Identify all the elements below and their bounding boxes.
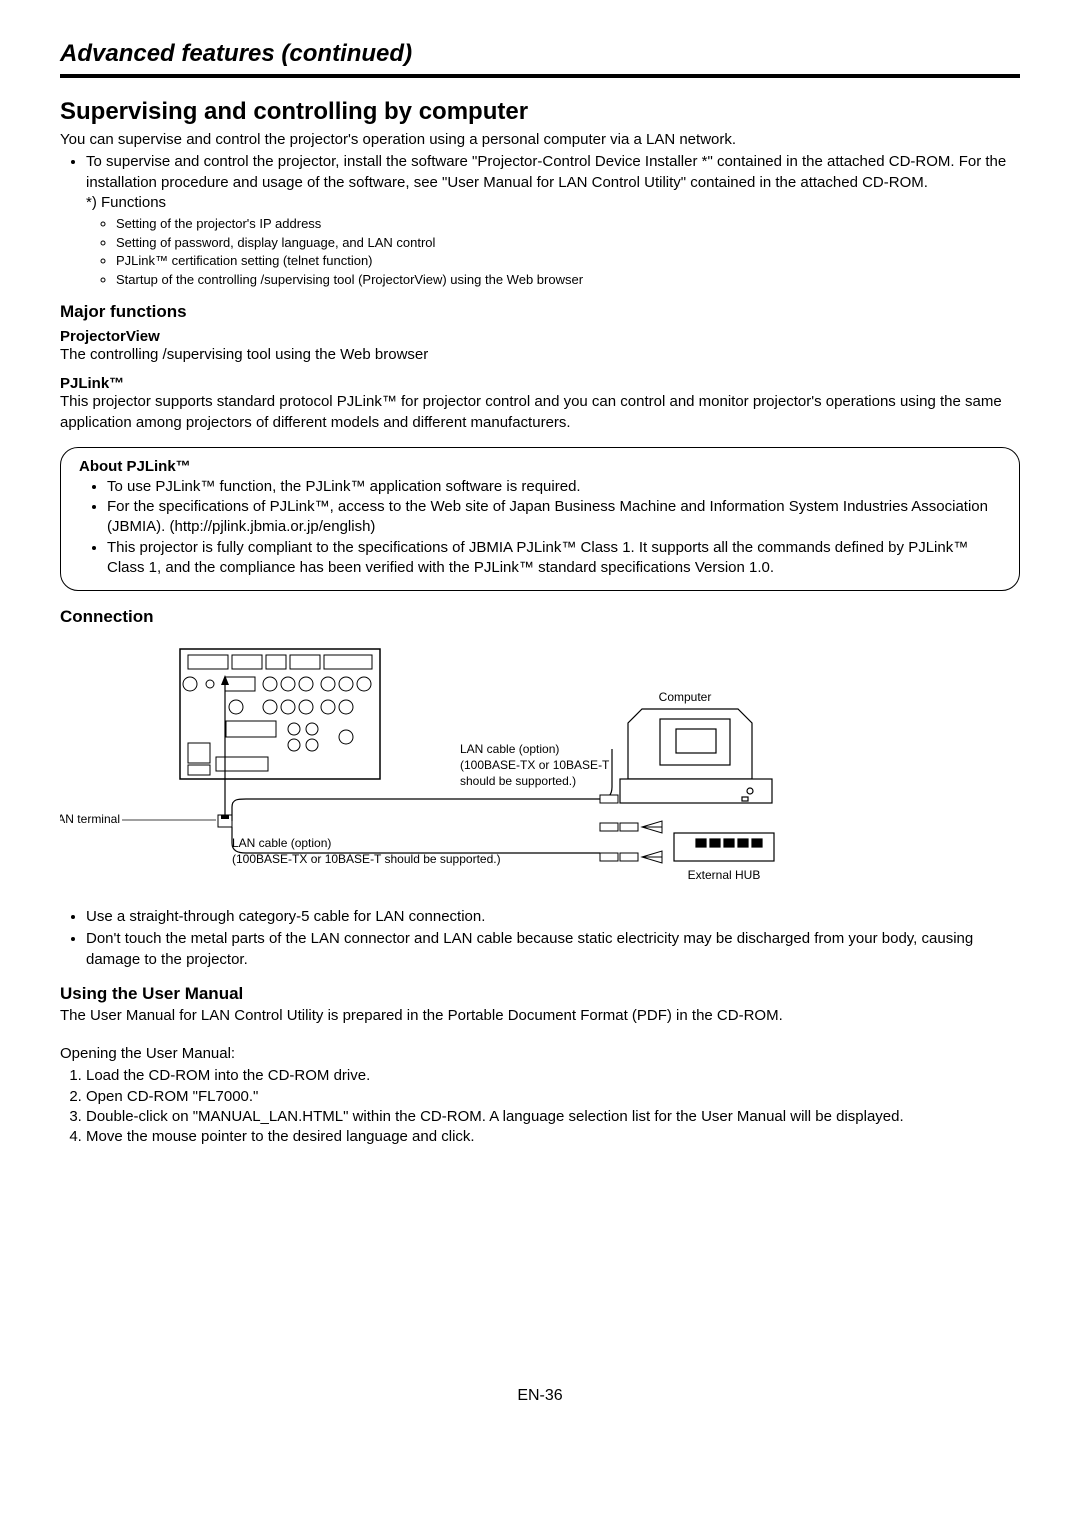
hub-icon [674,833,774,861]
section-intro: You can supervise and control the projec… [60,130,1020,150]
lan-cable-label-1: LAN cable (option) [460,742,559,756]
major-functions-heading: Major functions [60,302,1020,322]
connection-note: Don't touch the metal parts of the LAN c… [86,929,1020,970]
connection-heading: Connection [60,607,1020,627]
about-item: This projector is fully compliant to the… [107,538,1001,579]
function-item: PJLink™ certification setting (telnet fu… [116,252,1020,270]
about-item: For the specifications of PJLink™, acces… [107,497,1001,538]
about-item: To use PJLink™ function, the PJLink™ app… [107,477,1001,497]
user-manual-intro: The User Manual for LAN Control Utility … [60,1006,1020,1026]
about-title: About PJLink™ [79,458,1001,475]
step: Load the CD-ROM into the CD-ROM drive. [86,1066,1020,1086]
opening-steps: Load the CD-ROM into the CD-ROM drive. O… [60,1066,1020,1147]
projectorview-text: The controlling /supervising tool using … [60,345,1020,365]
projectorview-title: ProjectorView [60,328,1020,345]
page-number: EN-36 [60,1387,1020,1405]
connection-notes: Use a straight-through category-5 cable … [60,907,1020,970]
lan-spec-label-1a: (100BASE-TX or 10BASE-T [460,758,610,772]
connection-note: Use a straight-through category-5 cable … [86,907,1020,927]
header-rule [60,74,1020,78]
lan-spec-label-1b: should be supported.) [460,774,576,788]
user-manual-heading: Using the User Manual [60,984,1020,1004]
pjlink-text: This projector supports standard protoco… [60,392,1020,433]
main-bullet: To supervise and control the projector, … [86,152,1020,288]
about-list: To use PJLink™ function, the PJLink™ app… [79,477,1001,578]
opening-label: Opening the User Manual: [60,1044,1020,1064]
page-header-title: Advanced features (continued) [60,40,1020,68]
computer-label: Computer [659,690,712,704]
main-bullet-text: To supervise and control the projector, … [86,153,1006,190]
lan-spec-label-2: (100BASE-TX or 10BASE-T should be suppor… [232,852,501,866]
about-pjlink-box: About PJLink™ To use PJLink™ function, t… [60,447,1020,591]
step: Open CD-ROM "FL7000." [86,1087,1020,1107]
pjlink-title: PJLink™ [60,375,1020,392]
main-bullet-list: To supervise and control the projector, … [60,152,1020,288]
step: Double-click on "MANUAL_LAN.HTML" within… [86,1107,1020,1127]
function-item: Setting of the projector's IP address [116,215,1020,233]
computer-icon [620,709,772,803]
to-lan-label: To LAN terminal [60,812,120,826]
hub-label: External HUB [688,868,761,882]
lan-cable-label-2t: LAN cable (option) [232,836,331,850]
function-item: Setting of password, display language, a… [116,234,1020,252]
step: Move the mouse pointer to the desired la… [86,1127,1020,1147]
functions-sublist: Setting of the projector's IP address Se… [86,215,1020,288]
functions-label: *) Functions [86,193,1020,213]
section-heading: Supervising and controlling by computer [60,98,1020,126]
function-item: Startup of the controlling /supervising … [116,271,1020,289]
connection-diagram: To LAN terminal LAN cable (option) (100B… [60,639,780,899]
